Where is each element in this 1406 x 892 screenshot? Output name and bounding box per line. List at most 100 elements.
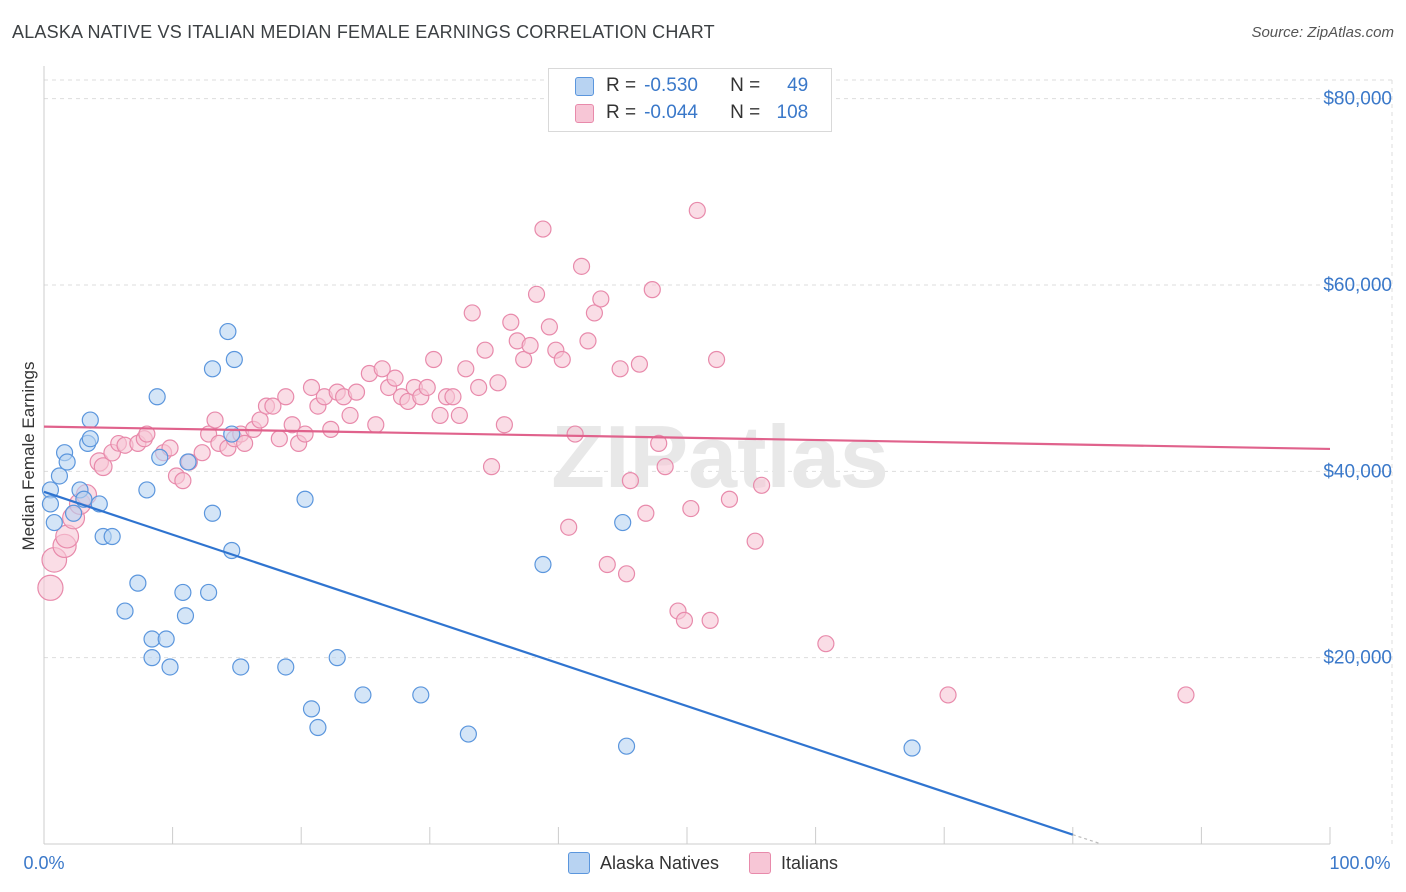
alaska-natives-point: [223, 425, 241, 443]
axes: [43, 66, 1331, 845]
y-tick-label: $40,000: [1323, 461, 1392, 482]
italians-point: [193, 444, 211, 462]
italians-point: [637, 504, 655, 522]
italians-point: [206, 411, 224, 429]
y-axis-label: Median Female Earnings: [19, 362, 38, 551]
alaska-natives-point: [200, 583, 218, 602]
italians-point: [502, 313, 520, 331]
alaska-natives-point: [903, 739, 921, 757]
legend-label: Alaska Natives: [599, 852, 719, 873]
x-tick-label-end: 100.0%: [1329, 853, 1390, 873]
italians-point: [322, 420, 340, 438]
alaska-natives-point: [148, 388, 166, 406]
italians-point: [592, 290, 610, 308]
legend-row-alaska: R = -0.530 N = 49: [575, 75, 808, 97]
alaska-natives-point: [203, 504, 222, 522]
alaska-natives-point: [225, 350, 243, 369]
n-value: 49: [787, 75, 809, 96]
italians-point: [621, 472, 640, 490]
italians-point: [37, 574, 64, 601]
italians-point: [566, 425, 584, 443]
legend-row-italians: R = -0.044 N = 108: [575, 102, 808, 124]
italians-point: [418, 378, 436, 397]
alaska-natives-point: [138, 481, 156, 499]
italians-point: [457, 360, 475, 378]
italians-point: [630, 355, 649, 373]
italians-point: [527, 285, 546, 303]
italians-point: [463, 304, 481, 322]
italians-point: [264, 397, 282, 415]
alaska-natives-point: [617, 737, 636, 755]
italians-trend-line: [43, 425, 1331, 451]
italians-point: [373, 360, 391, 378]
alaska-natives-point: [103, 527, 121, 546]
italians-point: [1177, 686, 1195, 704]
alaska-natives-point: [176, 607, 195, 625]
italians-point: [579, 332, 597, 350]
alaska-natives-point: [58, 453, 76, 471]
italians-point: [707, 350, 726, 369]
italians-point: [367, 416, 385, 434]
alaska-natives-point: [219, 322, 237, 341]
y-tick-label: $60,000: [1323, 275, 1392, 296]
italians-point: [431, 406, 449, 425]
italians-point: [701, 611, 719, 629]
r-value: -0.044: [644, 102, 698, 123]
alaska-natives-point: [116, 602, 134, 620]
alaska-natives-point: [151, 448, 169, 466]
italians-point: [251, 411, 269, 429]
alaska-natives-point: [277, 658, 295, 676]
alaska-natives-point: [534, 555, 552, 574]
source-credit: Source: ZipAtlas.com: [1251, 24, 1394, 41]
alaska-natives-point: [459, 725, 477, 743]
italians-point: [752, 476, 771, 494]
watermark: ZIPatlas: [551, 407, 888, 506]
italians-point: [93, 457, 113, 477]
y-tick-labels: $20,000 $40,000 $60,000 $80,000: [1323, 89, 1392, 669]
italians-point: [939, 686, 957, 704]
alaska-natives-point: [157, 630, 175, 648]
italians-point: [650, 434, 668, 452]
alaska-natives-point: [179, 453, 197, 471]
alaska-natives-point: [64, 504, 83, 522]
alaska-natives-point: [309, 718, 327, 737]
alaska-natives-point: [143, 649, 161, 667]
italians-point: [515, 350, 533, 369]
y-tick-label: $80,000: [1323, 89, 1392, 110]
alaska-natives-point: [174, 583, 192, 602]
blue-swatch: [567, 852, 590, 874]
italians-point: [444, 388, 462, 406]
alaska-natives-point: [45, 513, 63, 532]
r-label: R =: [606, 102, 637, 123]
italians-point: [534, 220, 552, 238]
n-label: N =: [730, 75, 761, 96]
italians-point: [489, 374, 507, 392]
r-value: -0.530: [644, 75, 698, 96]
italians-point: [598, 555, 616, 574]
italians-point: [476, 341, 494, 359]
italians-point: [236, 434, 254, 452]
italians-point: [682, 499, 700, 518]
italians-point: [296, 425, 314, 443]
italians-points: [37, 201, 1195, 704]
alaska-natives-point: [328, 649, 346, 667]
italians-point: [688, 201, 706, 220]
alaska-natives-point: [412, 686, 430, 704]
italians-point: [521, 336, 539, 355]
italians-point: [746, 532, 764, 550]
italians-point: [302, 378, 321, 397]
italians-point: [341, 406, 359, 425]
trend-extension: [1072, 834, 1099, 844]
italians-point: [482, 458, 501, 476]
alaska-natives-points: [41, 322, 921, 757]
alaska-natives-point: [223, 541, 241, 560]
chart-title: ALASKA NATIVE VS ITALIAN MEDIAN FEMALE E…: [12, 22, 715, 42]
correlation-legend: R = -0.530 N = 49 R = -0.044 N = 108: [548, 68, 832, 132]
italians-point: [553, 350, 571, 369]
italians-point: [611, 360, 629, 378]
italians-point: [656, 458, 674, 476]
n-label: N =: [730, 102, 761, 123]
italians-point: [283, 416, 301, 434]
italians-point: [643, 281, 661, 299]
